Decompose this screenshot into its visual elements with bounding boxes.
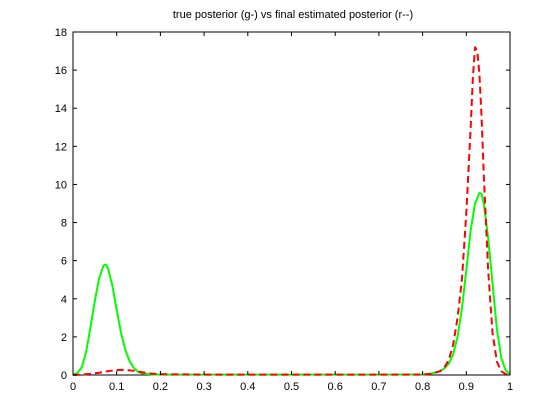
series-line-1 bbox=[72, 46, 511, 376]
axis-layer: 0 0.1 0.2 0.3 0.4 0.5 0.6 0.7 0.8 0.9 102468101214… bbox=[55, 27, 513, 393]
x-tick-label: 0.9 bbox=[459, 381, 474, 393]
x-tick-label: 1 bbox=[507, 381, 513, 393]
plot-area bbox=[72, 31, 511, 376]
y-tick-label: 10 bbox=[55, 179, 67, 191]
chart-title: true posterior (g-) vs final estimated p… bbox=[173, 9, 413, 21]
y-tick-label: 14 bbox=[55, 103, 67, 115]
y-tick-label: 18 bbox=[55, 27, 67, 39]
x-tick-label: 0.6 bbox=[328, 381, 343, 393]
x-tick-label: 0 bbox=[70, 381, 76, 393]
x-tick-label: 0.7 bbox=[371, 381, 386, 393]
y-tick-label: 2 bbox=[61, 332, 67, 344]
y-tick-label: 12 bbox=[55, 141, 67, 153]
x-tick-label: 0.1 bbox=[109, 381, 124, 393]
y-tick-label: 0 bbox=[61, 370, 67, 382]
x-tick-label: 0.3 bbox=[196, 381, 211, 393]
x-tick-label: 0.5 bbox=[284, 381, 299, 393]
x-tick-label: 0.8 bbox=[415, 381, 430, 393]
x-tick-label: 0.4 bbox=[240, 381, 255, 393]
y-tick-label: 4 bbox=[61, 294, 67, 306]
y-tick-label: 8 bbox=[61, 218, 67, 230]
x-tick-label: 0.2 bbox=[153, 381, 168, 393]
y-tick-label: 16 bbox=[55, 65, 67, 77]
y-tick-label: 6 bbox=[61, 256, 67, 268]
